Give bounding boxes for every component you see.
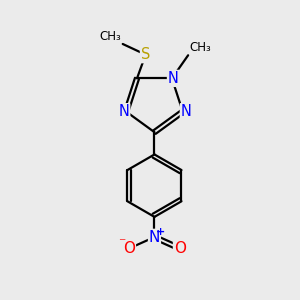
Text: ⁻: ⁻ xyxy=(118,237,125,250)
Text: S: S xyxy=(141,47,150,62)
Text: O: O xyxy=(123,241,135,256)
Text: CH₃: CH₃ xyxy=(189,41,211,54)
Text: CH₃: CH₃ xyxy=(100,30,122,43)
Text: +: + xyxy=(156,227,166,237)
Text: N: N xyxy=(181,104,192,119)
Text: O: O xyxy=(174,241,186,256)
Text: N: N xyxy=(149,230,160,244)
Text: N: N xyxy=(168,71,179,86)
Text: N: N xyxy=(118,104,129,119)
